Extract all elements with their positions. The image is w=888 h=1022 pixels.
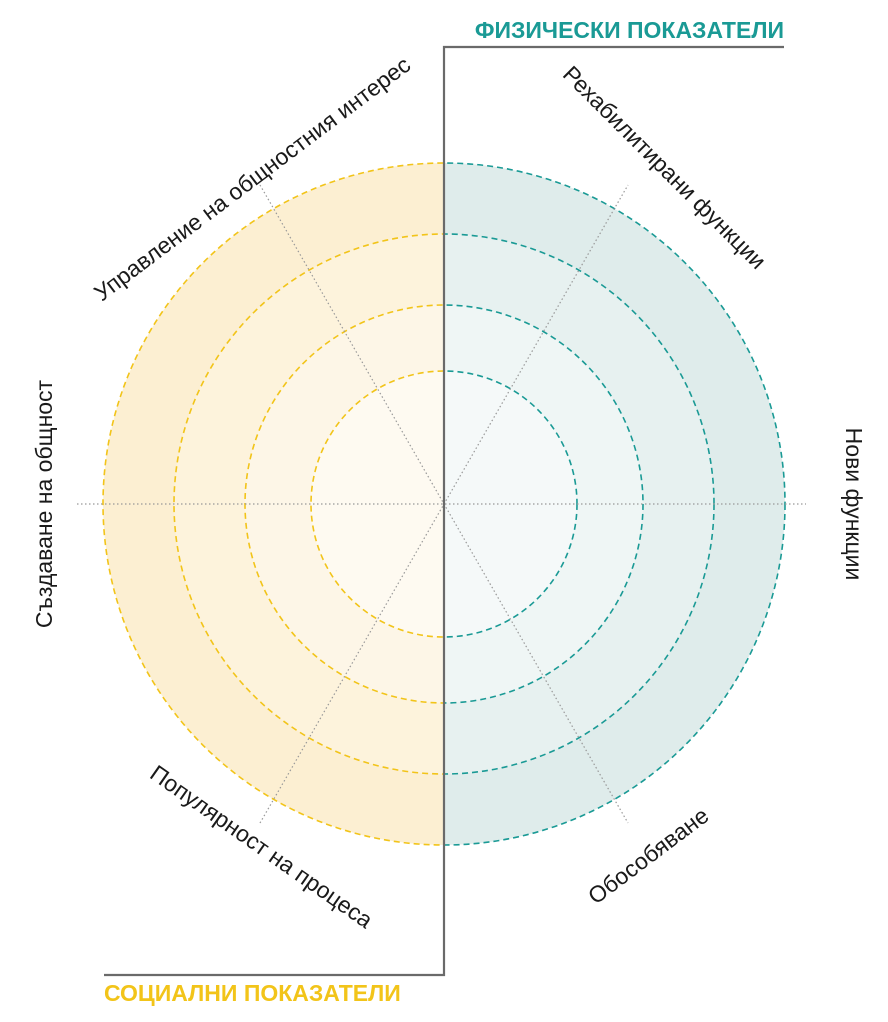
label-new-functions: Нови функции: [841, 428, 867, 581]
divider-lines: [104, 45, 784, 977]
social-bracket: [104, 504, 446, 977]
social-section-title: СОЦИАЛНИ ПОКАЗАТЕЛИ: [104, 980, 401, 1006]
physical-ring-2: [444, 304, 644, 704]
physical-section-title: ФИЗИЧЕСКИ ПОКАЗАТЕЛИ: [475, 17, 784, 43]
label-segregation: Обособяване: [583, 802, 713, 909]
social-ring-4: [102, 162, 444, 846]
label-community-creation: Създаване на общност: [31, 379, 57, 628]
physical-bracket: [442, 45, 784, 504]
